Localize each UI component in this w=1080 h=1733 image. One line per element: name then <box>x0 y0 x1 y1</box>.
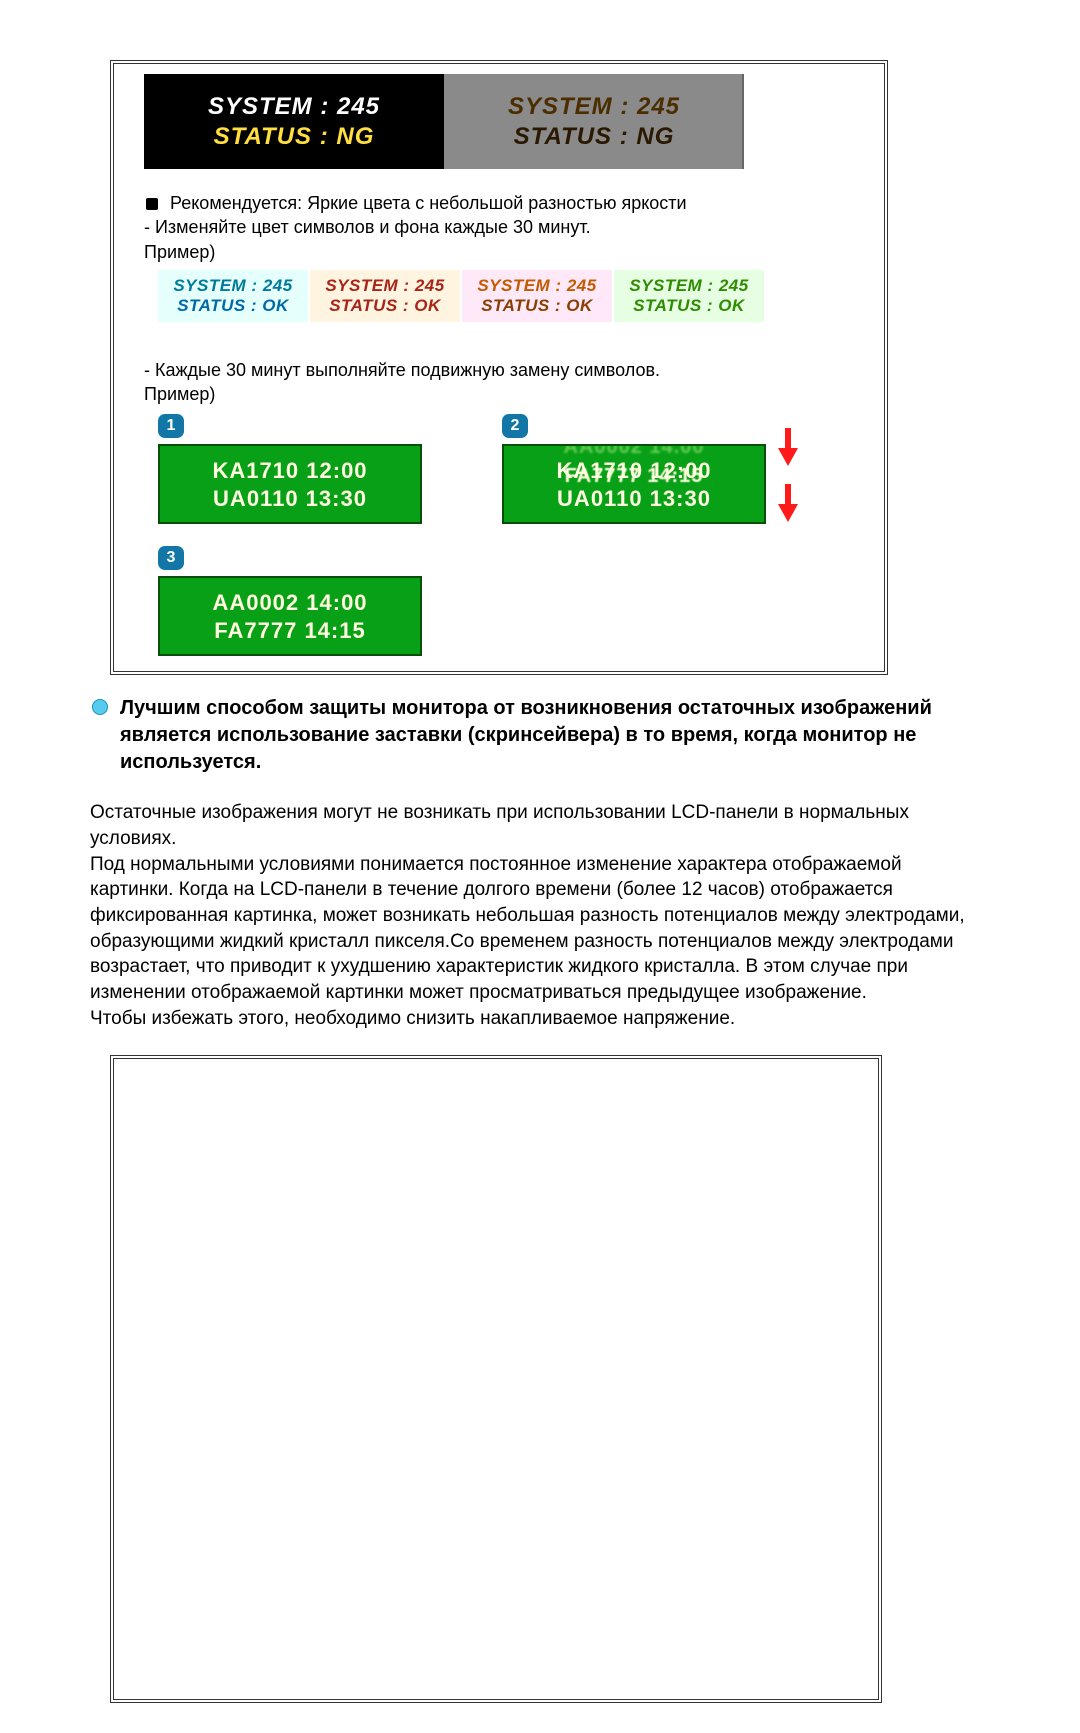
examples: 1 KA1710 12:00 UA0110 13:30 2 AA0002 14.… <box>158 414 798 656</box>
top-panels: SYSTEM : 245 STATUS : NG SYSTEM : 245 ST… <box>144 74 864 169</box>
para-line: Под нормальными условиями понимается пос… <box>90 852 990 1006</box>
small-line: STATUS : OK <box>177 296 289 316</box>
info-icon <box>92 699 108 715</box>
rotate-text: - Каждые 30 минут выполняйте подвижную з… <box>144 358 864 382</box>
panel-ng-gray: SYSTEM : 245 STATUS : NG <box>444 74 744 169</box>
small-line: STATUS : OK <box>481 296 593 316</box>
badge: 2 <box>502 414 528 438</box>
note-block: Лучшим способом защиты монитора от возни… <box>90 695 990 776</box>
small-line: SYSTEM : 245 <box>173 276 292 296</box>
example-label: Пример) <box>144 240 864 264</box>
green-panel: AA0002 14:00 FA7777 14:15 <box>158 576 422 656</box>
arrow-down-icon <box>778 484 798 522</box>
small-panel: SYSTEM : 245 STATUS : OK <box>158 270 308 322</box>
para-line: Чтобы избежать этого, необходимо снизить… <box>90 1006 990 1032</box>
small-panels-row: SYSTEM : 245 STATUS : OK SYSTEM : 245 ST… <box>158 270 864 322</box>
paragraph: Остаточные изображения могут не возникат… <box>90 800 990 1031</box>
panel-ng-black: SYSTEM : 245 STATUS : NG <box>144 74 444 169</box>
schedule-overlay: FA7777 14:15 <box>504 465 764 488</box>
bullet-icon <box>146 198 158 210</box>
schedule-row: UA0110 13:30 <box>504 486 764 512</box>
small-panel: SYSTEM : 245 STATUS : OK <box>310 270 460 322</box>
schedule-row: AA0002 14:00 <box>160 590 420 616</box>
arrows <box>778 428 798 522</box>
example-label: Пример) <box>144 382 864 406</box>
panel-line: STATUS : NG <box>214 122 375 152</box>
para-line: Остаточные изображения могут не возникат… <box>90 800 990 851</box>
empty-frame <box>110 1055 882 1703</box>
schedule-row: FA7777 14:15 <box>160 618 420 644</box>
badge: 3 <box>158 546 184 570</box>
small-line: SYSTEM : 245 <box>325 276 444 296</box>
example-2: 2 AA0002 14.00 KA1710 12:00 FA7777 14:15… <box>502 414 762 524</box>
small-line: SYSTEM : 245 <box>477 276 596 296</box>
rec-text: Рекомендуется: Яркие цвета с небольшой р… <box>170 191 687 215</box>
ghost-row: AA0002 14.00 <box>504 444 764 459</box>
panel-line: STATUS : NG <box>514 122 675 152</box>
small-panel: SYSTEM : 245 STATUS : OK <box>614 270 764 322</box>
small-line: SYSTEM : 245 <box>629 276 748 296</box>
note-text: Лучшим способом защиты монитора от возни… <box>120 695 990 776</box>
schedule-row: KA1710 12:00 FA7777 14:15 <box>504 458 764 484</box>
green-panel-moving: AA0002 14.00 KA1710 12:00 FA7777 14:15 U… <box>502 444 766 524</box>
bullet-block: - Каждые 30 минут выполняйте подвижную з… <box>144 358 864 407</box>
badge: 1 <box>158 414 184 438</box>
arrow-down-icon <box>778 428 798 466</box>
small-panel: SYSTEM : 245 STATUS : OK <box>462 270 612 322</box>
schedule-row: UA0110 13:30 <box>160 486 420 512</box>
schedule-row: KA1710 12:00 <box>160 458 420 484</box>
example-frame-top: SYSTEM : 245 STATUS : NG SYSTEM : 245 ST… <box>110 60 888 675</box>
change-text: - Изменяйте цвет символов и фона каждые … <box>144 215 864 239</box>
panel-line: SYSTEM : 245 <box>508 92 680 122</box>
small-line: STATUS : OK <box>329 296 441 316</box>
small-line: STATUS : OK <box>633 296 745 316</box>
example-1: 1 KA1710 12:00 UA0110 13:30 <box>158 414 422 524</box>
bullet-block: Рекомендуется: Яркие цвета с небольшой р… <box>144 191 864 264</box>
green-panel: KA1710 12:00 UA0110 13:30 <box>158 444 422 524</box>
example-3: 3 AA0002 14:00 FA7777 14:15 <box>158 546 798 656</box>
panel-line: SYSTEM : 245 <box>208 92 380 122</box>
